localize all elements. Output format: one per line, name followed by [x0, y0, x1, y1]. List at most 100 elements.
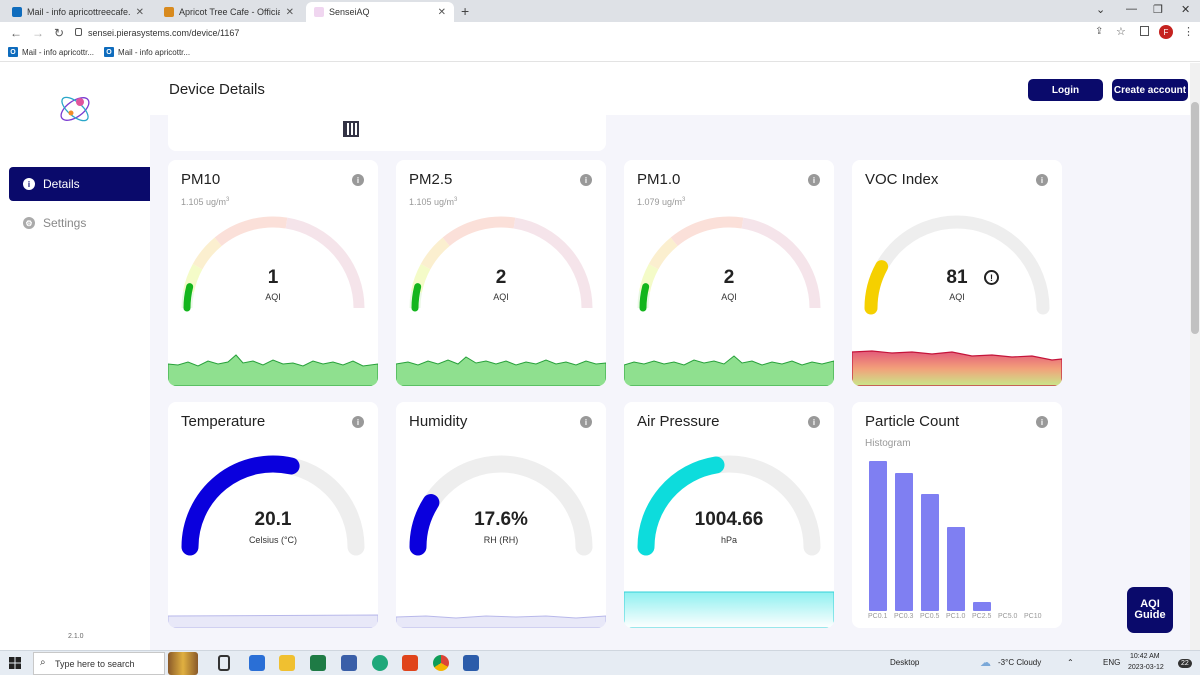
pm10-card: PM10 i 1.105 ug/m3 1 AQI — [168, 160, 378, 386]
close-icon[interactable]: ✕ — [135, 6, 144, 18]
sidebar: i Details ⚙ Settings 2.1.0 — [0, 63, 150, 650]
info-icon[interactable]: i — [1036, 416, 1048, 428]
url-field[interactable]: sensei.pierasystems.com/device/1167 — [72, 24, 1082, 41]
notification-badge[interactable]: 22 — [1178, 659, 1192, 668]
card-title: Particle Count — [865, 413, 960, 430]
task-view-icon[interactable] — [218, 655, 230, 671]
tab-label: Mail - info apricottreecafe.com - — [27, 7, 130, 17]
alert-icon[interactable]: ! — [984, 270, 999, 285]
cloud-icon: ☁ — [980, 657, 991, 669]
word-icon[interactable] — [463, 655, 479, 671]
close-icon[interactable]: ✕ — [437, 6, 446, 18]
card-title: VOC Index — [865, 171, 939, 188]
file-explorer-icon[interactable] — [279, 655, 295, 671]
taskbar-search[interactable]: ⌕ Type here to search — [33, 652, 165, 675]
scrollbar-thumb[interactable] — [1191, 102, 1199, 334]
create-account-button[interactable]: Create account — [1112, 79, 1188, 101]
address-bar: ← → ↻ sensei.pierasystems.com/device/116… — [0, 22, 1200, 43]
chevron-up-icon[interactable]: ⌃ — [1067, 658, 1074, 667]
info-icon[interactable]: i — [352, 174, 364, 186]
histogram-category-label: PC2.5 — [972, 613, 992, 620]
bookmark-item[interactable]: O Mail - info apricottr... — [104, 47, 190, 57]
bookmark-item[interactable]: O Mail - info apricottr... — [8, 47, 94, 57]
close-icon[interactable]: ✕ — [285, 6, 294, 18]
weather-label[interactable]: -3°C Cloudy — [998, 658, 1042, 667]
clock-time[interactable]: 10:42 AM — [1130, 653, 1160, 660]
menu-icon[interactable]: ⋮ — [1183, 26, 1194, 38]
edge-icon[interactable] — [372, 655, 388, 671]
qr-code-icon[interactable] — [343, 121, 359, 137]
gauge-fill — [409, 494, 440, 556]
temperature-card: Temperature i 20.1 Celsius (°C) — [168, 402, 378, 628]
excel-icon[interactable] — [310, 655, 326, 671]
gauge-value: 1 — [267, 267, 279, 288]
card-title: PM10 — [181, 171, 221, 188]
reload-icon[interactable]: ↻ — [54, 25, 65, 40]
new-tab-icon[interactable]: + — [461, 3, 470, 19]
histogram-bar — [895, 473, 913, 611]
pm1-card: PM1.0 i 1.079 ug/m3 2 AQI — [624, 160, 834, 386]
office-icon[interactable] — [402, 655, 418, 671]
pm25-card: PM2.5 i 1.105 ug/m3 2 AQI — [396, 160, 606, 386]
profile-avatar[interactable]: F — [1159, 25, 1173, 39]
language-label[interactable]: ENG — [1103, 658, 1121, 667]
close-window-icon[interactable]: ✕ — [1181, 4, 1191, 16]
star-icon[interactable]: ☆ — [1116, 26, 1126, 38]
login-button[interactable]: Login — [1028, 79, 1103, 101]
histogram-category-label: PC0.1 — [868, 613, 888, 620]
aqi-gauge — [181, 216, 365, 312]
air-pressure-sparkline — [624, 591, 834, 628]
histogram-bar — [973, 602, 991, 611]
histogram-category-label: PC0.5 — [920, 613, 940, 620]
apricot-icon — [164, 7, 174, 17]
gauge-unit: hPa — [720, 535, 737, 545]
tab-senseiaq[interactable]: SenseiAQ ✕ — [306, 2, 454, 22]
sidebar-item-details[interactable]: i Details — [9, 167, 150, 201]
clock-date[interactable]: 2023-03-12 — [1128, 664, 1164, 671]
gauge-fill — [864, 260, 889, 315]
search-placeholder: Type here to search — [55, 658, 135, 669]
windows-start-icon[interactable] — [9, 657, 21, 669]
minimize-icon[interactable]: — — [1126, 3, 1137, 15]
news-widget-icon[interactable] — [168, 652, 198, 675]
gauge-unit: Celsius (°C) — [248, 535, 298, 545]
share-icon[interactable]: ⇪ — [1095, 26, 1104, 37]
gauge-track-segment — [670, 216, 744, 247]
info-icon: i — [23, 178, 35, 190]
search-icon: ⌕ — [40, 657, 46, 668]
info-icon[interactable]: i — [808, 416, 820, 428]
outlook-icon: O — [8, 47, 18, 57]
scrollbar[interactable] — [1190, 63, 1200, 650]
desktop-label[interactable]: Desktop — [890, 658, 920, 667]
info-icon[interactable]: i — [352, 416, 364, 428]
tab-apricot[interactable]: Apricot Tree Cafe - Official Webs ✕ — [156, 2, 302, 22]
tab-search-icon[interactable]: ⌄ — [1096, 4, 1106, 16]
histogram-bar — [921, 494, 939, 611]
histogram-category-label: PC1.0 — [946, 613, 966, 620]
version-label: 2.1.0 — [68, 633, 84, 640]
tab-mail[interactable]: Mail - info apricottreecafe.com - ✕ — [4, 2, 152, 22]
pm10-sparkline — [168, 354, 378, 386]
store-icon[interactable] — [341, 655, 357, 671]
info-icon[interactable]: i — [808, 174, 820, 186]
info-icon[interactable]: i — [580, 416, 592, 428]
aqi-guide-button[interactable]: AQI Guide — [1127, 587, 1173, 633]
sidebar-item-settings[interactable]: ⚙ Settings — [9, 206, 150, 240]
lock-icon — [75, 28, 82, 36]
gauge-unit: AQI — [721, 292, 737, 302]
sidebar-item-label: Details — [43, 177, 80, 191]
mail-app-icon[interactable] — [249, 655, 265, 671]
gauge-track-segment — [192, 237, 222, 270]
particle-count-card: Particle Count i Histogram PC0.1 PC0.3 PC0… — [852, 402, 1062, 628]
chrome-icon[interactable] — [433, 655, 449, 671]
card-title: Humidity — [409, 413, 468, 430]
back-icon[interactable]: ← — [10, 25, 22, 40]
gauge-fill — [637, 456, 725, 556]
forward-icon[interactable]: → — [32, 25, 44, 40]
sidepanel-icon[interactable] — [1140, 26, 1149, 36]
gauge-fill — [411, 283, 422, 312]
info-icon[interactable]: i — [580, 174, 592, 186]
info-icon[interactable]: i — [1036, 174, 1048, 186]
air-pressure-gauge — [637, 455, 821, 556]
restore-icon[interactable]: ❐ — [1153, 4, 1163, 16]
